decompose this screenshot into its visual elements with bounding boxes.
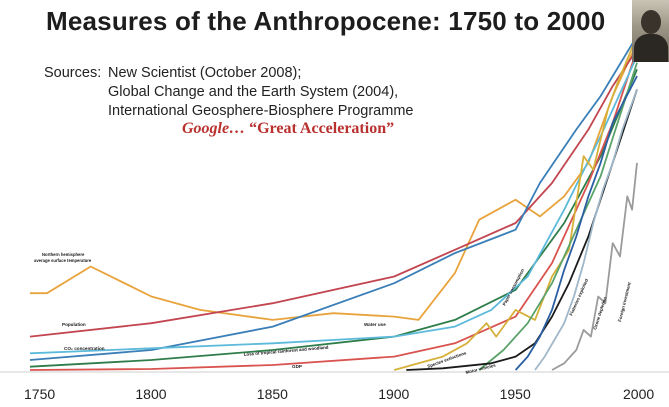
series-annotation-6: Water use [364,322,386,327]
source-global-change: Global Change and the Earth System (2004… [108,84,399,100]
series-line-4 [29,49,638,371]
series-line-0 [30,42,638,321]
sources-line-1: Sources: New Scientist (October 2008); [44,64,413,83]
presenter-shoulders [634,34,668,62]
x-tick-label: 1850 [257,386,288,402]
webcam-overlay [632,0,669,62]
slide-title: Measures of the Anthropocene: 1750 to 20… [46,6,606,36]
series-line-5 [29,55,638,355]
series-line-2 [29,35,638,361]
x-tick-label: 1750 [24,386,55,402]
series-annotation-8: Paper consumption [501,268,525,307]
x-tick-label: 1950 [500,386,531,402]
source-igbp: International Geosphere-Biosphere Progra… [108,103,414,119]
series-line-3 [29,69,638,368]
series-line-7 [478,62,638,371]
series-annotation-1: average surface temperature [34,258,92,263]
sources-label: Sources: [44,65,102,81]
series-line-11 [551,162,638,371]
series-line-1 [29,48,638,338]
series-annotation-2: Population [62,322,86,327]
source-new-scientist: New Scientist (October 2008); [108,65,302,81]
google-prefix: Google… [182,120,246,137]
series-annotation-12: Foreign investment [617,281,632,322]
series-line-10 [534,89,638,371]
sources-block: Sources: New Scientist (October 2008); Gl… [44,64,413,121]
x-tick-label: 1800 [135,386,166,402]
google-great-acceleration-note: Google… “Great Acceleration” [182,120,394,138]
series-annotation-0: Northern hemisphere [42,252,85,257]
series-line-6 [393,35,638,371]
series-line-9 [514,75,638,371]
series-annotation-4: Loss of tropical rainforest and woodland [244,345,329,357]
series-annotation-3: CO₂ concentration [64,346,105,351]
x-tick-label: 2000 [623,386,654,402]
great-acceleration-quote: “Great Acceleration” [249,120,395,137]
series-annotation-10: Fisheries exploited [568,278,589,317]
presenter-head [641,10,661,34]
x-tick-label: 1900 [378,386,409,402]
series-annotation-5: GDP [292,364,302,369]
